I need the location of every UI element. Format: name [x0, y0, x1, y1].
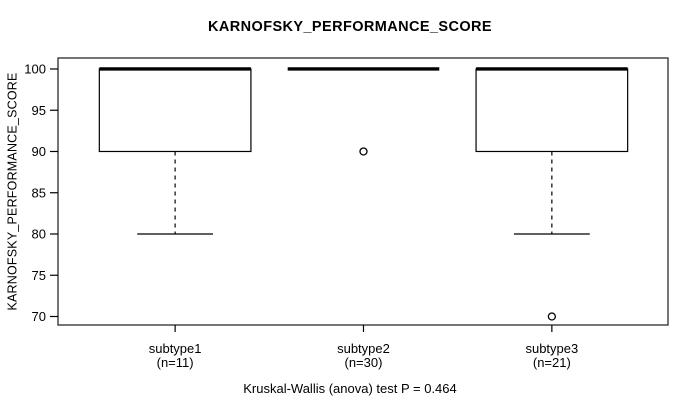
iqr-box-subtype3: [475, 68, 629, 153]
x-tick-label-subtype3: subtype3: [525, 341, 578, 356]
y-tick-label: 95: [32, 103, 46, 118]
stat-test-annotation: Kruskal-Wallis (anova) test P = 0.464: [243, 381, 457, 396]
y-tick-label: 70: [32, 309, 46, 324]
y-tick-label: 80: [32, 227, 46, 242]
x-tick-label-subtype2: subtype2: [337, 341, 390, 356]
y-tick-label: 75: [32, 268, 46, 283]
x-tick-sublabel-subtype3: (n=21): [533, 355, 571, 370]
y-tick-label: 85: [32, 185, 46, 200]
y-tick-label: 100: [24, 62, 46, 77]
x-tick-label-subtype1: subtype1: [149, 341, 202, 356]
chart-title: KARNOFSKY_PERFORMANCE_SCORE: [208, 19, 492, 35]
iqr-box-subtype1: [98, 68, 252, 153]
x-tick-sublabel-subtype2: (n=30): [345, 355, 383, 370]
outlier-point-subtype2: [359, 147, 368, 156]
outlier-point-subtype3: [547, 312, 557, 321]
plot-border: [57, 57, 669, 326]
x-tick-sublabel-subtype1: (n=11): [157, 355, 194, 370]
y-tick-label: 90: [32, 144, 46, 159]
